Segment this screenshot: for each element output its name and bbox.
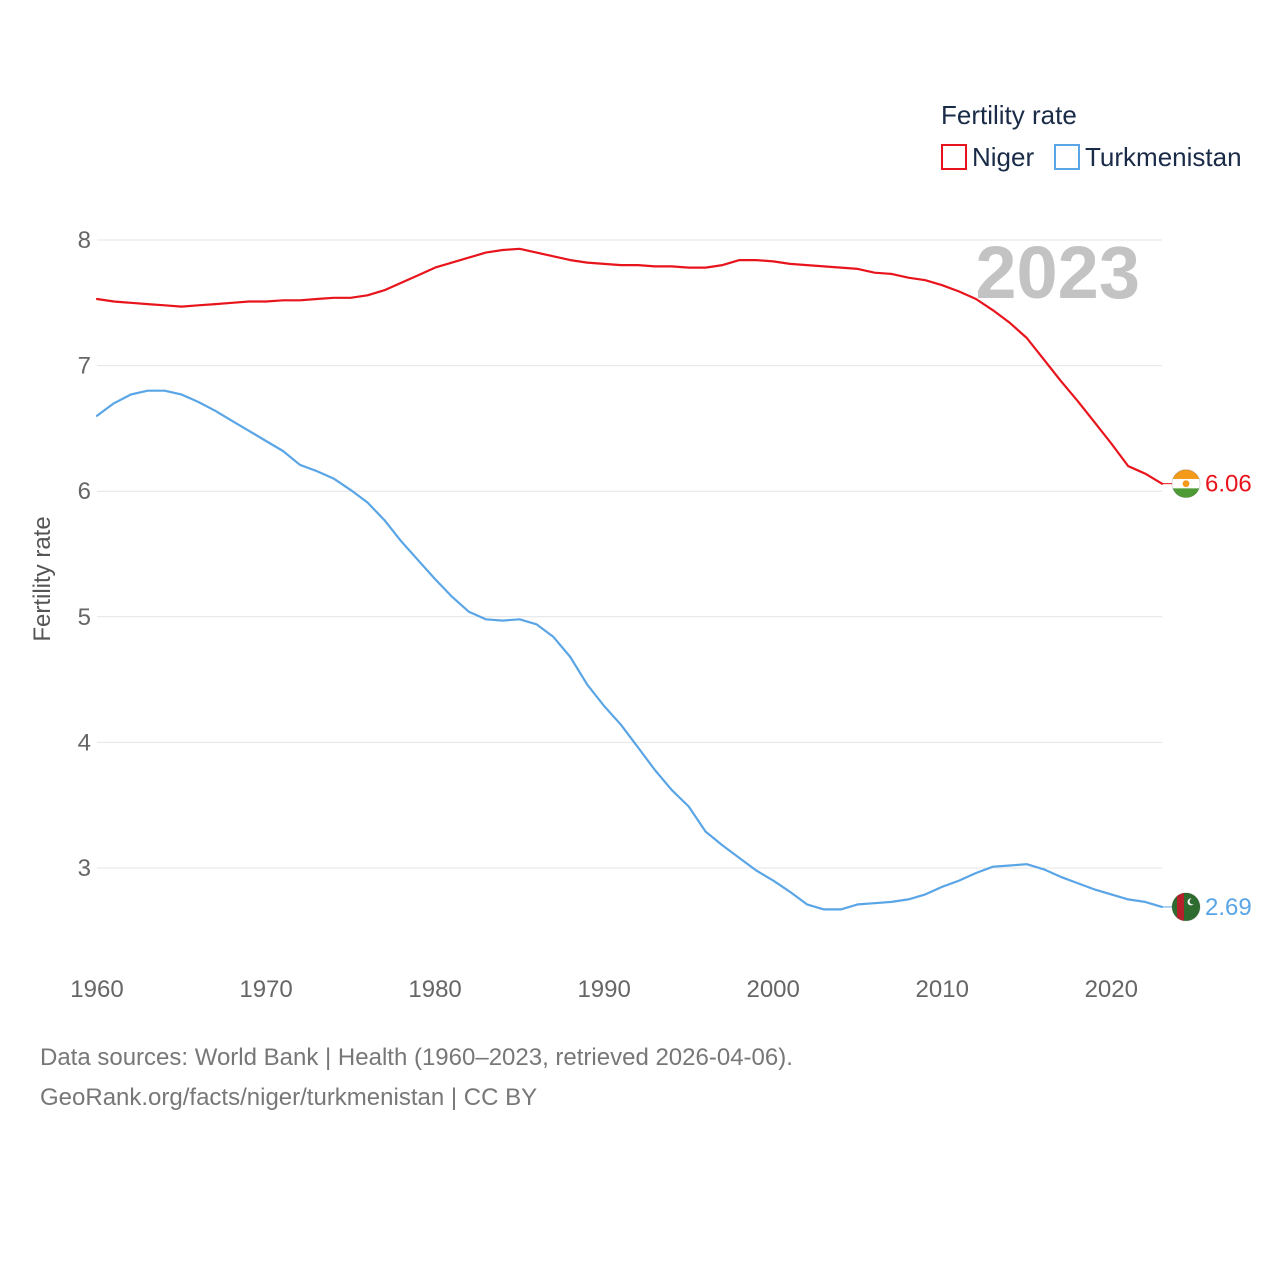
x-tick-label-2000: 2000 — [746, 976, 799, 1003]
x-tick-label-1990: 1990 — [577, 976, 630, 1003]
legend-item-niger[interactable]: Niger — [941, 142, 1034, 172]
x-tick-label-1980: 1980 — [408, 976, 461, 1003]
series-line-niger — [95, 247, 1164, 485]
year-stamp: 2023 — [975, 231, 1140, 314]
flag-turkmenistan-icon — [1171, 892, 1201, 922]
end-value-label-turkmenistan: 2.69 — [1205, 894, 1252, 921]
y-tick-label-5: 5 — [78, 604, 91, 631]
y-tick-label-7: 7 — [78, 353, 91, 380]
legend[interactable]: Fertility rate Niger Turkmenistan — [941, 100, 1242, 172]
y-tick-label-8: 8 — [78, 227, 91, 254]
flag-niger-icon — [1171, 469, 1201, 499]
legend-item-turkmenistan[interactable]: Turkmenistan — [1054, 142, 1242, 172]
y-tick-label-6: 6 — [78, 478, 91, 505]
y-tick-label-3: 3 — [78, 855, 91, 882]
x-tick-label-2020: 2020 — [1085, 976, 1138, 1003]
series-line-turkmenistan — [95, 389, 1164, 911]
legend-label-turkmenistan: Turkmenistan — [1085, 142, 1242, 172]
x-tick-label-1970: 1970 — [239, 976, 292, 1003]
end-value-label-niger: 6.06 — [1205, 471, 1252, 498]
legend-label-niger: Niger — [972, 142, 1034, 172]
legend-swatch-niger — [941, 144, 967, 170]
series-lines — [95, 247, 1164, 911]
x-axis-ticks: 1960 1970 1980 1990 2000 2010 2020 — [70, 976, 1138, 1003]
x-tick-label-2010: 2010 — [916, 976, 969, 1003]
y-axis-ticks: 3 4 5 6 7 8 — [78, 227, 91, 882]
legend-swatch-turkmenistan — [1054, 144, 1080, 170]
footer-credit-link[interactable]: GeoRank.org/facts/niger/turkmenistan | C… — [40, 1084, 538, 1111]
legend-title: Fertility rate — [941, 100, 1077, 130]
series-endpoints: 6.06 2.69 — [1162, 469, 1252, 922]
y-tick-label-4: 4 — [78, 729, 91, 756]
y-axis-label: Fertility rate — [29, 516, 56, 641]
x-tick-label-1960: 1960 — [70, 976, 123, 1003]
footer-sources: Data sources: World Bank | Health (1960–… — [40, 1044, 793, 1071]
gridlines — [97, 239, 1162, 869]
